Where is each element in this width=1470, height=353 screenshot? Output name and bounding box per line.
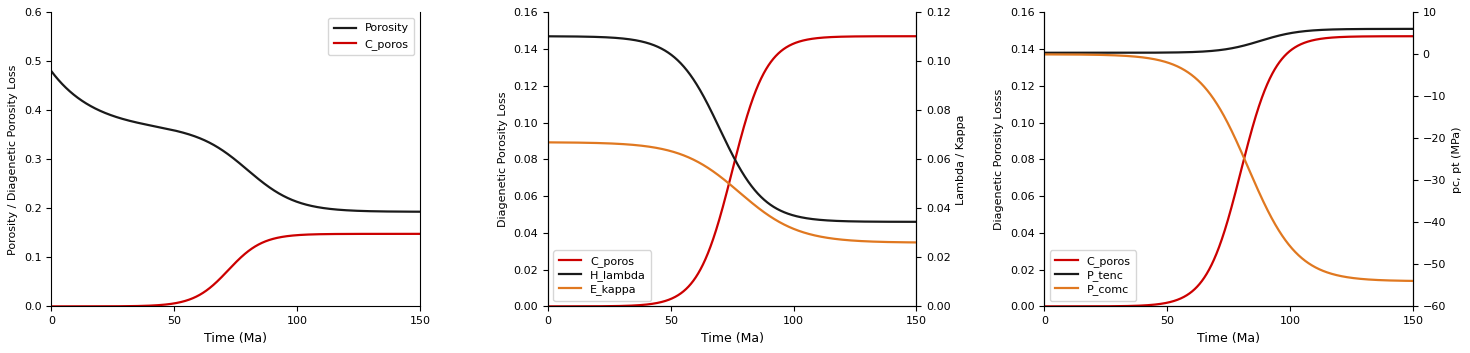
X-axis label: Time (Ma): Time (Ma)	[1197, 332, 1260, 345]
Legend: Porosity, C_poros: Porosity, C_poros	[328, 18, 415, 55]
Y-axis label: pc, pt (MPa): pc, pt (MPa)	[1452, 126, 1461, 193]
Y-axis label: Lambda / Kappa: Lambda / Kappa	[957, 114, 966, 205]
X-axis label: Time (Ma): Time (Ma)	[701, 332, 763, 345]
Y-axis label: Diagenetic Porosity Loss: Diagenetic Porosity Loss	[498, 92, 507, 227]
Y-axis label: Diagenetic Porosity Losss: Diagenetic Porosity Losss	[994, 89, 1004, 230]
X-axis label: Time (Ma): Time (Ma)	[204, 332, 268, 345]
Legend: C_poros, H_lambda, E_kappa: C_poros, H_lambda, E_kappa	[553, 250, 651, 301]
Y-axis label: Porosity / Diagenetic Porosity Loss: Porosity / Diagenetic Porosity Loss	[9, 64, 18, 255]
Legend: C_poros, P_tenc, P_comc: C_poros, P_tenc, P_comc	[1050, 250, 1136, 301]
